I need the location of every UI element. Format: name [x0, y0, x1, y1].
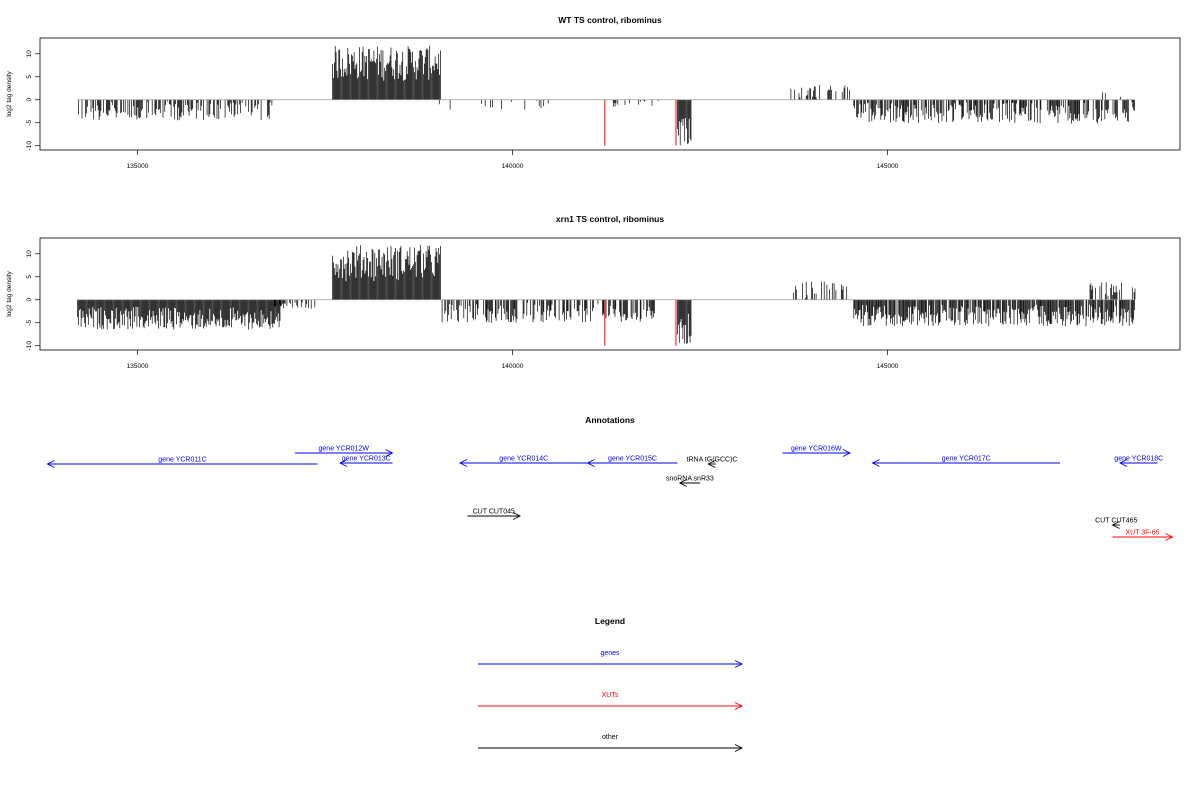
x-tick-label: 140000	[502, 163, 524, 170]
annotation-label: gene YCR017C	[942, 456, 991, 463]
annotation-feature: CUT CUT465	[1095, 518, 1137, 529]
density-bars-wt	[78, 45, 1135, 146]
annotation-label: CUT CUT465	[1095, 518, 1137, 525]
annotation-feature: gene YCR017C	[871, 456, 1060, 467]
highlight-lines-xrn1	[604, 299, 677, 346]
annotation-label: gene YCR018C	[1114, 456, 1163, 463]
annotation-feature: gene YCR011C	[46, 457, 318, 468]
y-tick-label: -5	[26, 319, 33, 325]
y-tick-label: 10	[26, 250, 33, 258]
density-bar-series	[78, 45, 1135, 146]
annotation-feature: XUT 3F-65	[1112, 530, 1174, 541]
plot-frame-xrn1	[39, 237, 1181, 351]
y-axis-label-xrn1: log2 tag density	[6, 270, 13, 316]
legend-label: XUTs	[602, 692, 619, 699]
annotation-feature: gene YCR014C	[458, 456, 588, 467]
x-axis-wt: 135000 140000 145000	[127, 150, 899, 170]
y-tick-label: 0	[26, 298, 33, 302]
panel-title-xrn1: xrn1 TS control, ribominus	[556, 214, 664, 224]
annotation-feature: gene YCR012W	[295, 446, 394, 457]
y-tick-label: 5	[26, 275, 33, 279]
annotation-label: gene YCR011C	[158, 457, 206, 464]
legend-entry: genes	[478, 650, 744, 668]
density-bars-xrn1	[77, 245, 1136, 344]
legend-entry: other	[478, 734, 744, 752]
annotation-label: tRNA tG(GCC)C	[687, 457, 738, 464]
x-axis-xrn1: 135000 140000 145000	[127, 350, 899, 370]
y-axis-label-wt: log2 tag density	[6, 70, 13, 116]
annotation-feature: gene YCR018C	[1114, 456, 1163, 467]
y-axis-xrn1: -10 -5 0 5 10	[26, 250, 40, 351]
legend-label: other	[602, 734, 619, 741]
legend: Legend genes XUTs other	[478, 616, 744, 752]
annotation-label: gene YCR013C	[342, 456, 391, 463]
y-tick-label: 5	[26, 75, 33, 79]
annotation-feature: gene YCR013C	[338, 456, 393, 467]
density-bar-series	[77, 245, 1136, 344]
annotation-label: CUT CUT045	[473, 509, 515, 516]
plot-frame-wt	[39, 37, 1181, 151]
y-tick-label: -10	[26, 141, 33, 151]
x-tick-label: 135000	[127, 163, 149, 170]
annotation-label: gene YCR014C	[499, 456, 548, 463]
annotations-track: Annotations gene YCR011C gene YCR012W gene…	[46, 415, 1174, 541]
y-tick-label: -10	[26, 341, 33, 351]
annotation-label: gene YCR012W	[319, 446, 370, 453]
annotations-title: Annotations	[585, 415, 635, 425]
y-tick-label: 10	[26, 50, 33, 58]
x-tick-label: 135000	[127, 363, 149, 370]
annotation-feature: CUT CUT045	[467, 509, 522, 520]
track-panel-xrn1: xrn1 TS control, ribominus log2 tag dens…	[6, 214, 1181, 370]
x-tick-label: 140000	[502, 363, 524, 370]
y-tick-label: -5	[26, 119, 33, 125]
panel-title-wt: WT TS control, ribominus	[558, 15, 662, 25]
y-tick-label: 0	[26, 98, 33, 102]
annotation-feature: snoRNA snR33	[666, 476, 714, 487]
x-tick-label: 145000	[877, 363, 899, 370]
x-tick-label: 145000	[877, 163, 899, 170]
highlight-lines-wt	[604, 99, 677, 146]
y-axis-wt: -10 -5 0 5 10	[26, 50, 40, 151]
legend-title: Legend	[595, 616, 625, 626]
annotation-label: snoRNA snR33	[666, 476, 714, 483]
annotation-feature: tRNA tG(GCC)C	[687, 457, 738, 468]
annotation-feature: gene YCR015C	[586, 456, 678, 467]
annotation-label: XUT 3F-65	[1125, 530, 1159, 537]
annotation-feature: gene YCR016W	[782, 446, 852, 457]
track-panel-wt: WT TS control, ribominus log2 tag densit…	[6, 15, 1181, 170]
annotation-label: gene YCR016W	[791, 446, 842, 453]
legend-label: genes	[600, 650, 620, 657]
annotation-label: gene YCR015C	[608, 456, 657, 463]
legend-entry: XUTs	[478, 692, 744, 710]
